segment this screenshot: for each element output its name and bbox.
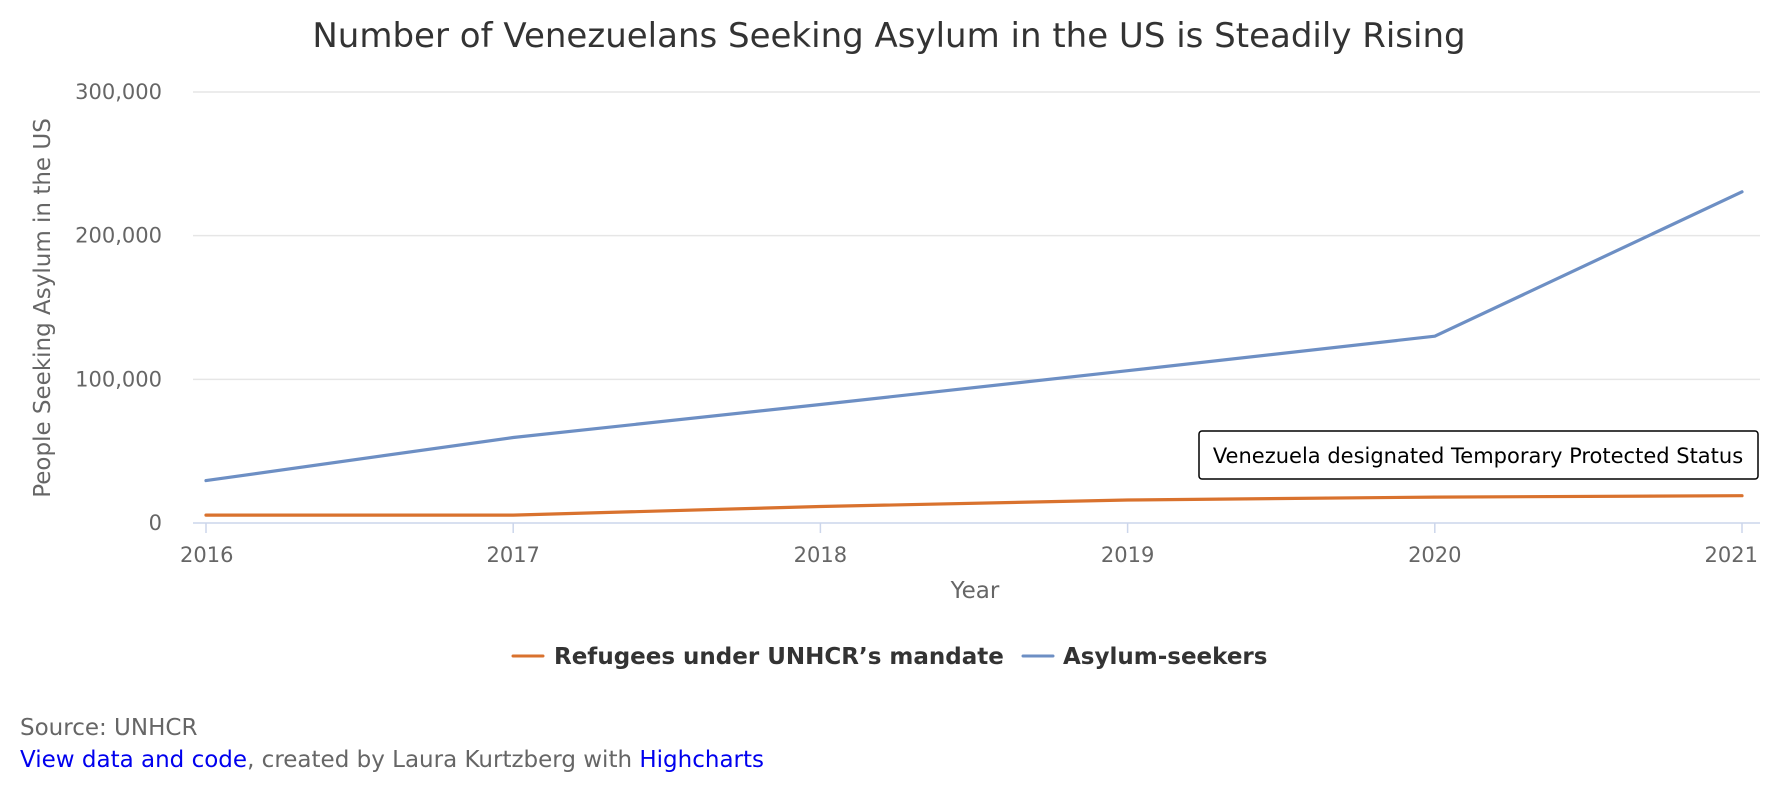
chart: Number of Venezuelans Seeking Asylum in … xyxy=(30,16,1760,670)
x-tick-label: 2019 xyxy=(1101,543,1154,567)
series-line-refugees-under-unhcr-s-mandate[interactable] xyxy=(204,494,1744,517)
legend-label-asylum-seekers: Asylum-seekers xyxy=(1063,644,1267,670)
x-tick-label: 2021 xyxy=(1705,543,1758,567)
x-tick-label: 2016 xyxy=(180,543,233,567)
y-tick-label: 100,000 xyxy=(75,367,162,391)
credits: Source: UNHCR View data and code, create… xyxy=(20,712,764,776)
y-tick-label: 300,000 xyxy=(75,80,162,104)
x-axis-title: Year xyxy=(950,578,1000,604)
grid-lines xyxy=(193,91,1760,381)
x-tick-label: 2017 xyxy=(486,543,539,567)
series-line-asylum-seekers[interactable] xyxy=(204,190,1744,483)
x-axis: 2016 2017 2018 2019 2020 2021 xyxy=(180,522,1760,567)
source-credit: Source: UNHCR xyxy=(20,715,198,741)
creator-credit: View data and code, created by Laura Kur… xyxy=(20,744,764,776)
legend-item-asylum-seekers[interactable]: Asylum-seekers xyxy=(1021,644,1267,670)
view-data-link[interactable]: View data and code xyxy=(20,747,248,773)
y-tick-label: 200,000 xyxy=(75,224,162,248)
y-tick-label: 0 xyxy=(149,511,162,535)
series-lines[interactable] xyxy=(204,190,1744,517)
annotation-label: Venezuela designated Temporary Protected… xyxy=(1213,444,1743,468)
chart-title: Number of Venezuelans Seeking Asylum in … xyxy=(312,16,1465,56)
legend-item-refugees[interactable]: Refugees under UNHCR’s mandate xyxy=(511,644,1004,670)
x-tick-label: 2018 xyxy=(794,543,847,567)
y-axis-ticks: 0 100,000 200,000 300,000 xyxy=(75,80,162,535)
y-axis-title: People Seeking Asylum in the US xyxy=(30,118,56,498)
annotation-box xyxy=(1198,430,1759,480)
legend-label-refugees: Refugees under UNHCR’s mandate xyxy=(554,644,1004,670)
x-tick-label: 2020 xyxy=(1408,543,1461,567)
creator-text: , created by Laura Kurtzberg with xyxy=(247,747,640,773)
annotation-tps: Venezuela designated Temporary Protected… xyxy=(1198,430,1759,480)
legend[interactable]: Refugees under UNHCR’s mandate Asylum-se… xyxy=(511,644,1267,670)
highcharts-link[interactable]: Highcharts xyxy=(639,747,764,773)
